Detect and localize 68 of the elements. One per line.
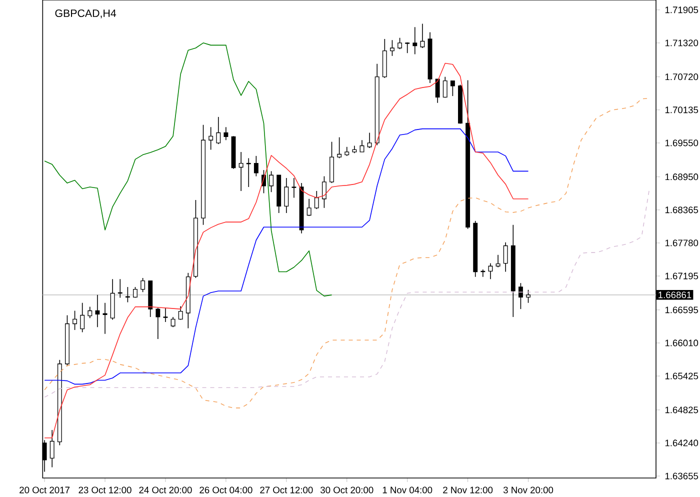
candlestick bbox=[518, 282, 523, 310]
x-tick-label: 30 Oct 20:00 bbox=[320, 486, 374, 494]
candlestick bbox=[216, 116, 221, 144]
text: GBPCAD,H4 bbox=[55, 9, 116, 18]
candlestick bbox=[125, 286, 130, 303]
candlestick bbox=[95, 294, 100, 328]
y-tick-label: 1.69550 bbox=[665, 140, 698, 146]
candlestick bbox=[390, 40, 394, 56]
candlestick bbox=[254, 156, 258, 177]
candlestick bbox=[246, 158, 251, 188]
candlestick bbox=[526, 289, 530, 304]
y-tick-label: 1.71320 bbox=[665, 40, 698, 46]
candlestick bbox=[238, 152, 244, 192]
candlestick bbox=[442, 76, 448, 98]
candlestick bbox=[306, 198, 312, 216]
candlestick bbox=[344, 146, 350, 156]
candlestick bbox=[435, 78, 440, 104]
ref-line-label: 1.66861 bbox=[658, 292, 692, 298]
candlestick bbox=[314, 190, 319, 210]
x-tick-label: 24 Oct 20:00 bbox=[139, 486, 192, 494]
y-tick-label: 1.71905 bbox=[665, 6, 698, 14]
candlestick bbox=[163, 308, 168, 322]
candlestick bbox=[72, 310, 78, 330]
candlestick bbox=[292, 178, 296, 198]
candlestick bbox=[178, 306, 183, 320]
y-tick-label: 1.70135 bbox=[665, 106, 698, 114]
candlestick bbox=[450, 80, 455, 96]
candlestick bbox=[284, 178, 289, 214]
candlestick bbox=[156, 308, 160, 340]
x-tick-label: 2 Nov 12:00 bbox=[443, 486, 493, 494]
x-tick-label: 20 Oct 2017 bbox=[20, 486, 70, 494]
candlestick bbox=[118, 278, 122, 298]
y-tick-label: 1.67195 bbox=[665, 272, 698, 280]
candlestick bbox=[412, 26, 418, 55]
candlestick bbox=[503, 242, 508, 272]
candlestick bbox=[269, 170, 274, 192]
y-tick-label: 1.64825 bbox=[665, 406, 698, 414]
candlestick bbox=[133, 286, 138, 298]
y-tick-label: 1.70720 bbox=[665, 74, 698, 80]
y-tick-label: 1.68365 bbox=[665, 206, 698, 214]
x-tick-label: 1 Nov 04:00 bbox=[382, 486, 432, 494]
candlestick bbox=[322, 176, 326, 208]
candlestick bbox=[80, 302, 85, 333]
candlestick bbox=[360, 140, 364, 152]
y-tick-label: 1.63655 bbox=[665, 472, 698, 480]
y-tick-label: 1.66010 bbox=[665, 340, 698, 346]
candlestick bbox=[88, 306, 92, 318]
candlestick bbox=[50, 430, 54, 468]
candlestick bbox=[140, 278, 146, 293]
candlestick bbox=[496, 254, 500, 268]
x-tick-label: 3 Nov 20:00 bbox=[503, 486, 554, 494]
candlestick bbox=[337, 136, 342, 159]
x-tick-label: 27 Oct 12:00 bbox=[260, 486, 313, 494]
candlestick bbox=[480, 269, 486, 278]
candlestick bbox=[224, 126, 228, 141]
candlestick bbox=[420, 23, 425, 48]
y-tick-label: 1.64240 bbox=[665, 440, 698, 446]
candlestick bbox=[398, 37, 402, 50]
y-tick-label: 1.68950 bbox=[665, 174, 698, 180]
candlestick bbox=[208, 126, 214, 150]
x-tick-label: 26 Oct 04:00 bbox=[200, 486, 252, 494]
candlestick bbox=[367, 132, 372, 148]
x-tick-label: 23 Oct 12:00 bbox=[78, 486, 132, 494]
candlestick bbox=[102, 302, 108, 334]
y-tick-label: 1.67780 bbox=[665, 240, 698, 246]
candlestick bbox=[170, 316, 176, 328]
y-tick-label: 1.65425 bbox=[665, 372, 698, 380]
y-tick-label: 1.66595 bbox=[665, 306, 698, 314]
